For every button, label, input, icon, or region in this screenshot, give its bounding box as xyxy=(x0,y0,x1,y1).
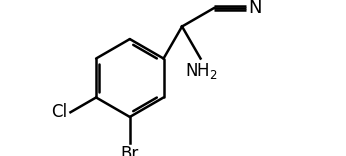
Text: NH$_2$: NH$_2$ xyxy=(185,61,218,81)
Text: N: N xyxy=(248,0,262,17)
Text: Cl: Cl xyxy=(52,103,67,121)
Text: Br: Br xyxy=(121,145,139,156)
